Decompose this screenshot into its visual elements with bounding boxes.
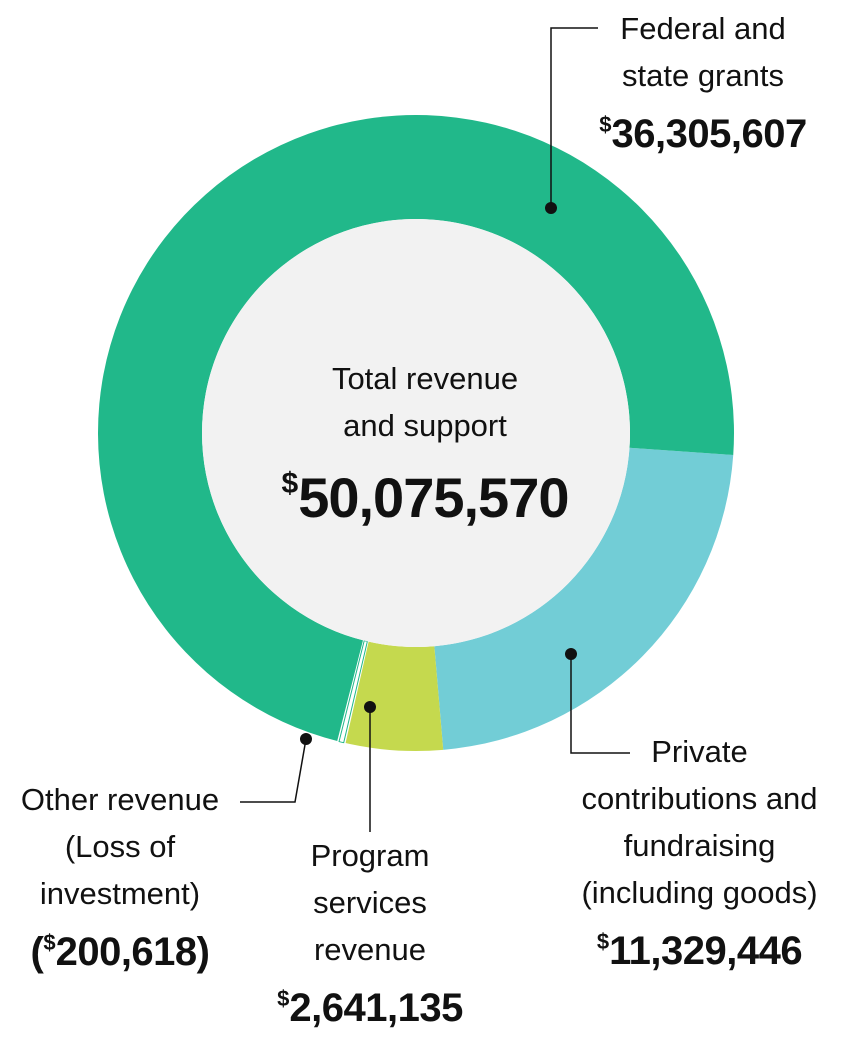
currency-symbol: $ bbox=[277, 986, 290, 1011]
label-program-line-1: Program bbox=[310, 838, 430, 873]
label-program: Program services revenue $2,641,135 bbox=[260, 832, 480, 1034]
label-federal-amount: $36,305,607 bbox=[568, 99, 838, 160]
label-program-value: 2,641,135 bbox=[289, 986, 463, 1030]
center-disc bbox=[202, 219, 630, 647]
label-private-line-3: fundraising bbox=[623, 828, 776, 863]
leader-line-other bbox=[240, 738, 307, 803]
leader-dot-private bbox=[565, 648, 577, 660]
label-private-line-1: Private bbox=[651, 734, 748, 769]
label-other-paren-close: ) bbox=[196, 930, 210, 974]
leader-dot-federal bbox=[545, 202, 557, 214]
currency-symbol: $ bbox=[599, 112, 612, 137]
label-other-value: 200,618 bbox=[55, 930, 198, 974]
donut-slices bbox=[97, 114, 734, 751]
label-program-line-3: revenue bbox=[313, 932, 427, 967]
leader-line-federal bbox=[550, 27, 598, 208]
center-amount-value: 50,075,570 bbox=[298, 466, 569, 529]
label-federal: Federal and state grants $36,305,607 bbox=[568, 5, 838, 160]
label-other: Other revenue (Loss of investment) ($200… bbox=[0, 776, 240, 978]
label-private-amount: $11,329,446 bbox=[556, 916, 843, 977]
slice-program bbox=[339, 640, 444, 751]
leader-lines bbox=[240, 27, 630, 832]
label-private-line-4: (including goods) bbox=[581, 875, 818, 910]
center-title: Total revenue and support bbox=[265, 355, 585, 449]
label-other-line-3: investment) bbox=[39, 876, 201, 911]
label-other-line-1: Other revenue bbox=[20, 782, 220, 817]
label-other-paren-open: ( bbox=[30, 930, 44, 974]
label-program-line-2: services bbox=[313, 885, 427, 920]
slice-federal bbox=[97, 114, 734, 742]
leader-line-private bbox=[570, 654, 630, 754]
label-federal-line-1: Federal and bbox=[620, 11, 786, 46]
currency-symbol: $ bbox=[281, 467, 299, 500]
label-program-amount: $2,641,135 bbox=[260, 973, 480, 1034]
label-private: Private contributions and fundraising (i… bbox=[556, 728, 843, 977]
currency-symbol: $ bbox=[596, 929, 610, 954]
label-federal-line-2: state grants bbox=[622, 58, 784, 93]
label-other-line-2: (Loss of bbox=[64, 829, 176, 864]
leader-dot-other bbox=[300, 733, 312, 745]
slice-private bbox=[434, 447, 734, 750]
label-other-amount: ($200,618) bbox=[0, 917, 240, 978]
leader-dot-program bbox=[364, 701, 376, 713]
center-title-line-2: and support bbox=[343, 408, 507, 443]
label-federal-value: 36,305,607 bbox=[611, 112, 808, 156]
label-private-value: 11,329,446 bbox=[609, 929, 803, 973]
center-title-line-1: Total revenue bbox=[331, 361, 519, 396]
label-private-line-2: contributions and bbox=[581, 781, 818, 816]
currency-symbol: $ bbox=[43, 930, 56, 955]
center-total-amount: $50,075,570 bbox=[205, 448, 645, 534]
